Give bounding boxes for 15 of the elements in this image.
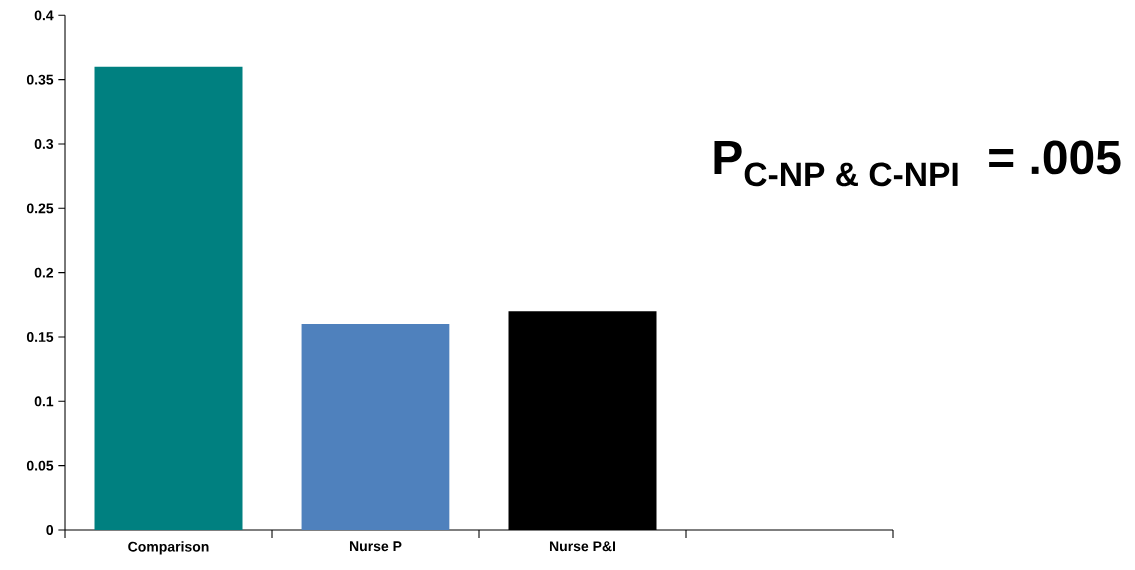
y-tick-label: 0 bbox=[46, 525, 54, 535]
y-tick-label: 0.25 bbox=[26, 203, 54, 214]
y-tick-label: 0.3 bbox=[34, 139, 54, 149]
y-tick-label: 0.05 bbox=[26, 460, 54, 471]
x-tick-label: Nurse P bbox=[349, 541, 402, 552]
y-tick-label: 0.1 bbox=[34, 396, 54, 407]
x-tick-label: Comparison bbox=[128, 541, 209, 555]
y-tick-label: 0.2 bbox=[34, 267, 54, 278]
bar bbox=[94, 66, 243, 530]
y-tick-label: 0.4 bbox=[34, 10, 54, 21]
annotation: $\textbf{P}_{\textbf{C-NP \& C-NPI}}\textbf{\ \ = .005}$ bbox=[714, 140, 1121, 187]
y-tick-label: 0.35 bbox=[26, 74, 54, 85]
x-tick-label: Nurse P&I bbox=[549, 541, 615, 552]
bar bbox=[301, 324, 450, 530]
y-tick-label: 0.15 bbox=[26, 332, 54, 342]
